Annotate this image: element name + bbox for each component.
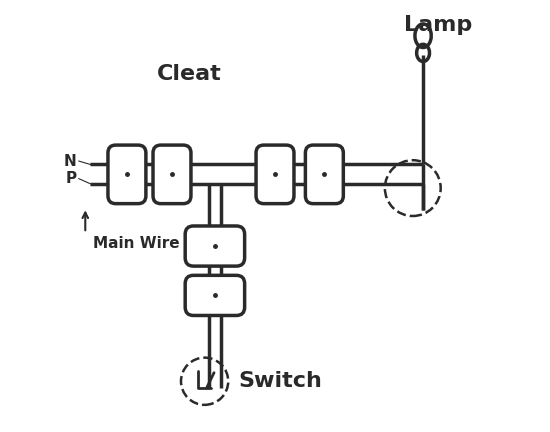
FancyBboxPatch shape	[185, 275, 245, 315]
Text: Cleat: Cleat	[157, 64, 222, 84]
FancyBboxPatch shape	[256, 145, 294, 203]
Text: Lamp: Lamp	[404, 15, 472, 35]
Text: Main Wire: Main Wire	[92, 236, 179, 251]
FancyBboxPatch shape	[305, 145, 343, 203]
FancyBboxPatch shape	[108, 145, 146, 203]
FancyBboxPatch shape	[185, 226, 245, 266]
Text: N: N	[64, 153, 76, 168]
Text: Switch: Switch	[239, 371, 322, 391]
Text: P: P	[65, 171, 76, 186]
FancyBboxPatch shape	[153, 145, 191, 203]
